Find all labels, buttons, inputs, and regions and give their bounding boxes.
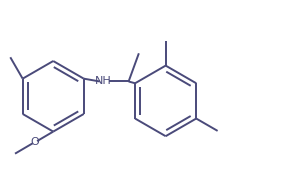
Text: O: O	[30, 137, 39, 147]
Text: NH: NH	[95, 76, 112, 86]
